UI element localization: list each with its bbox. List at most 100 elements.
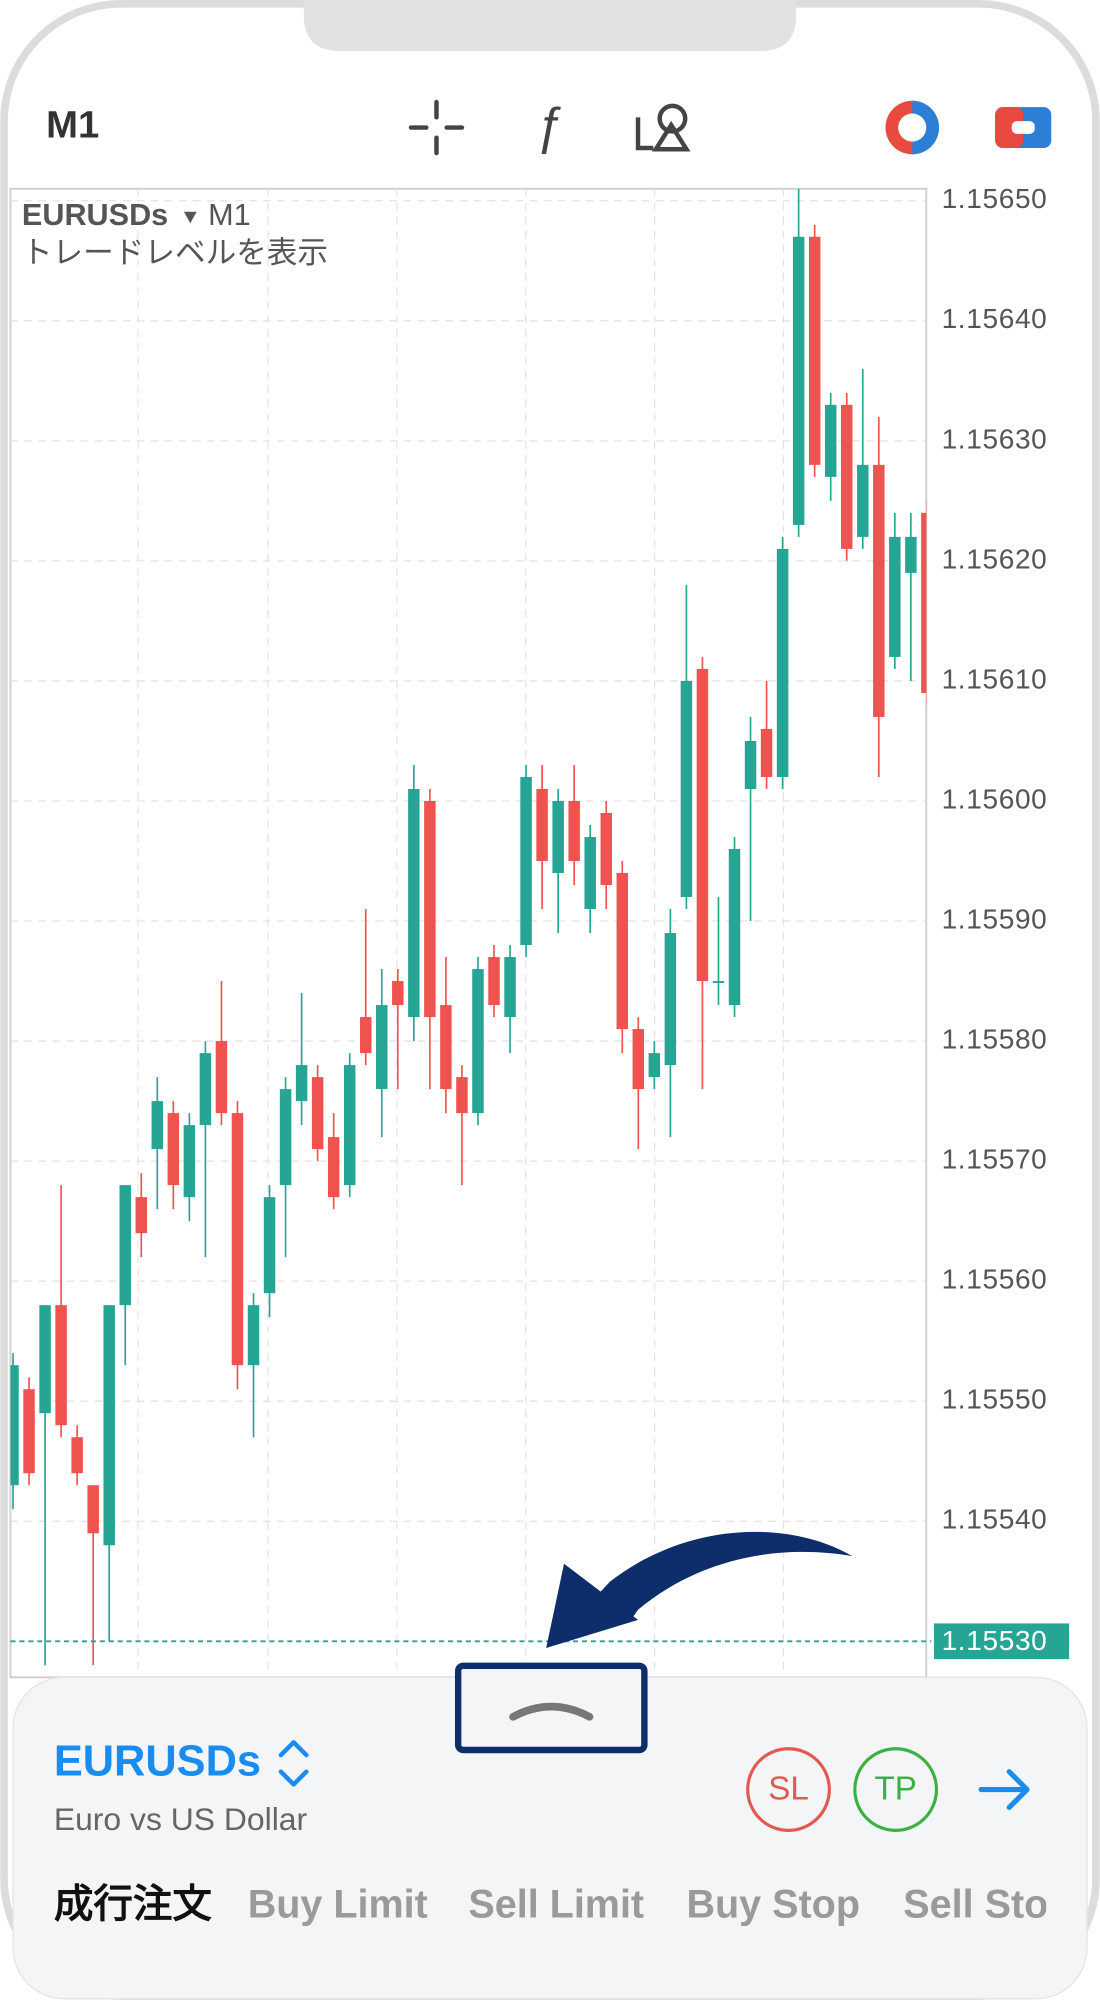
candle-body <box>456 1077 468 1114</box>
y-tick-label: 1.15590 <box>942 903 1048 934</box>
candles <box>10 188 927 1666</box>
candle-body <box>584 837 596 910</box>
panel-description: Euro vs US Dollar <box>54 1801 308 1837</box>
candle-body <box>311 1077 324 1150</box>
candle-body <box>103 1305 115 1546</box>
sl-button[interactable] <box>746 1747 831 1832</box>
next-button[interactable] <box>978 1769 1030 1810</box>
candle-body <box>215 1041 228 1114</box>
candle-body <box>712 981 725 983</box>
candle-body <box>440 1005 452 1090</box>
candle-body <box>39 1305 51 1414</box>
candle-body <box>792 236 805 525</box>
candle-body <box>23 1389 35 1474</box>
y-tick-label: 1.15580 <box>942 1023 1048 1054</box>
timeframe-button[interactable]: M1 <box>46 104 99 147</box>
indicator-button[interactable]: ƒ <box>535 96 563 153</box>
candle-body <box>808 236 821 465</box>
candle-body <box>279 1089 292 1186</box>
y-tick-label: 1.15650 <box>942 183 1048 214</box>
y-tick-label: 1.15630 <box>942 423 1048 454</box>
notch <box>303 0 797 52</box>
symbol-dropdown-icon <box>183 211 197 224</box>
candle-body <box>360 1017 372 1054</box>
y-tick-label: 1.15610 <box>942 663 1048 694</box>
y-tick-label: 1.15550 <box>942 1384 1048 1415</box>
candle-body <box>648 1053 661 1078</box>
candle-body <box>424 800 436 1018</box>
chart-symbol[interactable]: EURUSDs <box>22 198 168 232</box>
order-tab[interactable]: Buy Stop <box>686 1882 859 1926</box>
candle-body <box>744 740 757 789</box>
candle-body <box>552 800 564 874</box>
y-tick-label: 1.15620 <box>942 543 1048 574</box>
candle-body <box>873 464 885 717</box>
chart-area <box>9 187 928 1679</box>
price-axis: 1.15650 1.15640 1.15630 1.15620 1.15610 1.156… <box>10 183 1048 1535</box>
candle-body <box>776 548 789 777</box>
candle-body <box>55 1305 67 1426</box>
chart-timeframe: M1 <box>208 198 251 232</box>
candle-body <box>504 957 516 1018</box>
candle-body <box>327 1137 340 1198</box>
candle-body <box>151 1101 164 1150</box>
candle-body <box>135 1197 148 1234</box>
y-tick-label: 1.15540 <box>942 1504 1048 1535</box>
current-price-label: 1.15530 <box>942 1625 1048 1656</box>
sl-label[interactable]: SL <box>768 1771 809 1808</box>
tp-label[interactable]: TP <box>874 1771 916 1808</box>
candle-body <box>295 1065 308 1102</box>
candle-body <box>199 1053 212 1126</box>
candle-body <box>696 668 709 982</box>
symbol-switch-icon[interactable] <box>278 1740 309 1787</box>
candle-body <box>10 1365 19 1486</box>
candle-body <box>392 981 404 1006</box>
candle-body <box>167 1113 180 1186</box>
tp-button[interactable] <box>853 1747 939 1832</box>
candle-body <box>183 1125 196 1198</box>
candle-body <box>231 1113 244 1366</box>
annotation-arrow <box>546 1531 853 1648</box>
history-button[interactable] <box>885 100 940 155</box>
candle-body <box>664 933 677 1066</box>
panel-handle[interactable] <box>509 1702 594 1721</box>
candle-body <box>568 800 580 862</box>
objects-button[interactable] <box>635 103 691 152</box>
crosshair-button[interactable] <box>408 99 465 156</box>
order-tabs: 成行注文 Buy Limit Sell Limit Buy Stop Sell … <box>54 1882 1072 1926</box>
candle-body <box>472 969 484 1114</box>
panel-symbol[interactable]: EURUSDs <box>54 1737 261 1785</box>
order-tab[interactable]: Buy Limit <box>248 1882 428 1926</box>
candle-body <box>728 849 741 1006</box>
candle-body <box>247 1305 260 1366</box>
order-tab[interactable]: Sell Stop <box>903 1882 1072 1926</box>
candle-body <box>857 464 869 537</box>
candle-body <box>840 404 853 549</box>
candle-body <box>408 788 420 1018</box>
trade-levels-toggle[interactable]: トレードレベルを表示 <box>22 236 328 270</box>
candle-body <box>536 788 548 862</box>
current-price: 1.15530 <box>10 1623 1070 1660</box>
candle-body <box>760 728 773 777</box>
current-price-box <box>933 1623 1070 1660</box>
candle-body <box>824 404 837 477</box>
candle-body <box>680 680 693 898</box>
candle-body <box>343 1065 356 1186</box>
candle-body <box>632 1029 645 1090</box>
trade-button[interactable] <box>995 107 1052 148</box>
y-tick-label: 1.15570 <box>942 1144 1048 1175</box>
candle-body <box>488 957 500 1006</box>
order-tab[interactable]: 成行注文 <box>54 1882 213 1926</box>
y-tick-label: 1.15560 <box>942 1264 1048 1295</box>
order-tab[interactable]: Sell Limit <box>468 1882 644 1926</box>
y-tick-label: 1.15640 <box>942 303 1048 334</box>
candle-body <box>520 776 532 946</box>
candle-body <box>263 1197 276 1294</box>
y-tick-label: 1.15600 <box>942 783 1048 814</box>
candle-body <box>376 1005 388 1090</box>
candle-body <box>889 536 901 657</box>
candle-body <box>119 1185 131 1306</box>
candle-body <box>616 873 629 1030</box>
